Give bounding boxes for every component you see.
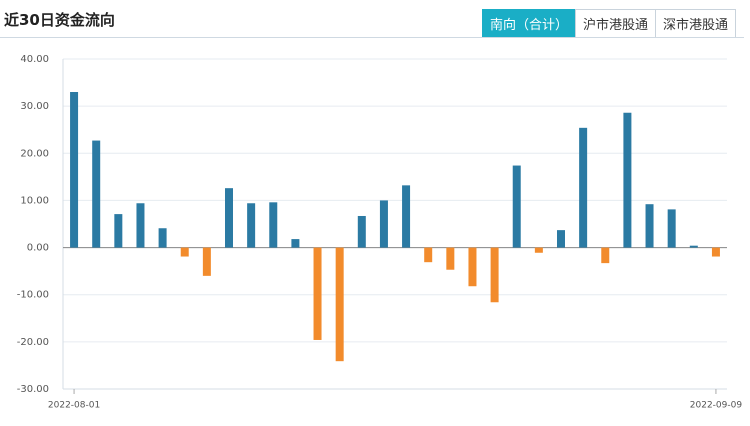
header-rule <box>0 37 744 38</box>
bar <box>402 185 411 248</box>
y-tick-label: 0.00 <box>27 243 49 254</box>
y-tick-label: 40.00 <box>20 54 49 65</box>
y-tick-label: 30.00 <box>20 101 49 112</box>
bar <box>180 247 189 257</box>
bar <box>70 92 79 248</box>
x-tick-label: 2022-08-01 <box>48 401 100 411</box>
y-tick-label: -20.00 <box>17 337 49 348</box>
bar <box>645 204 654 248</box>
bar <box>136 203 145 248</box>
page-title: 近30日资金流向 <box>4 11 115 29</box>
bar <box>579 127 588 248</box>
bar <box>225 188 233 248</box>
bar <box>92 140 101 248</box>
bar <box>601 247 610 264</box>
bar <box>711 247 720 257</box>
bar <box>512 165 521 248</box>
bar <box>357 215 366 248</box>
y-tick-label: -30.00 <box>17 384 49 395</box>
bar <box>202 247 211 276</box>
x-tick-label: 2022-09-09 <box>690 401 743 411</box>
bar <box>379 200 388 248</box>
bar <box>446 247 455 270</box>
bar <box>557 230 565 248</box>
bar <box>468 247 477 287</box>
bar <box>291 239 300 248</box>
bar <box>689 245 698 248</box>
bar <box>158 228 167 248</box>
bar <box>313 247 322 340</box>
bar <box>490 247 499 303</box>
bar <box>667 209 676 248</box>
y-tick-label: 10.00 <box>20 195 49 206</box>
bar <box>623 112 632 248</box>
bar <box>269 202 278 248</box>
bar <box>424 247 433 263</box>
bar <box>114 214 123 248</box>
bar <box>335 247 344 362</box>
bar <box>534 247 543 253</box>
y-tick-label: -10.00 <box>17 290 49 301</box>
bar <box>247 203 256 248</box>
y-tick-label: 20.00 <box>20 148 49 159</box>
